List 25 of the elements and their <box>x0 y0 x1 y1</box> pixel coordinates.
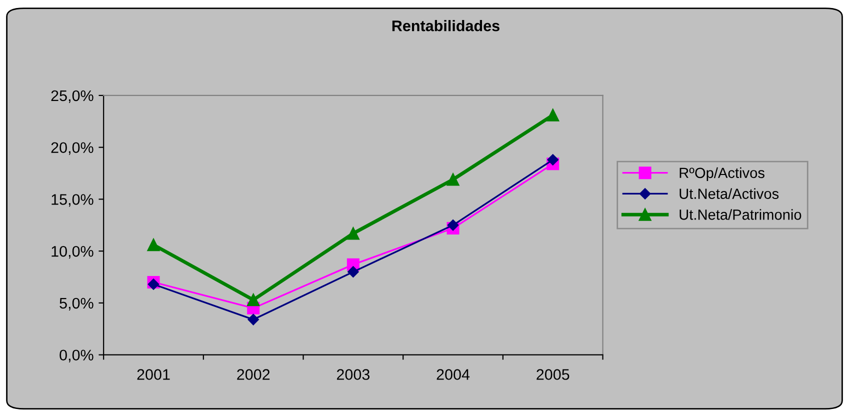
y-tick-label: 15,0% <box>52 194 94 207</box>
point <box>348 266 359 278</box>
legend-label: Ut.Neta/Activos <box>680 188 779 199</box>
point <box>346 227 360 240</box>
y-tick-label: 0,0% <box>60 350 94 362</box>
y-tick-label: 25,0% <box>51 90 94 103</box>
x-tick-label: 2004 <box>436 369 470 380</box>
point <box>247 294 260 306</box>
legend-label: RºOp/Activos <box>680 167 764 181</box>
x-tick-label: 2002 <box>237 369 270 380</box>
x-tick-label: 2001 <box>137 369 170 380</box>
point <box>547 154 558 166</box>
point <box>446 173 460 186</box>
point <box>148 278 160 290</box>
point <box>447 220 459 231</box>
y-tick-label: 10,0% <box>52 246 94 259</box>
point <box>546 108 560 122</box>
legend-label: Ut.Neta/Patrimonio <box>680 209 802 220</box>
chart-title: Rentabilidades <box>392 20 500 32</box>
y-tick-label: 20,0% <box>51 142 94 155</box>
point <box>147 238 160 252</box>
point <box>248 314 259 326</box>
y-tick-label: 5,0% <box>60 298 94 310</box>
x-tick-label: 2003 <box>336 369 370 380</box>
x-tick-label: 2005 <box>536 369 570 380</box>
